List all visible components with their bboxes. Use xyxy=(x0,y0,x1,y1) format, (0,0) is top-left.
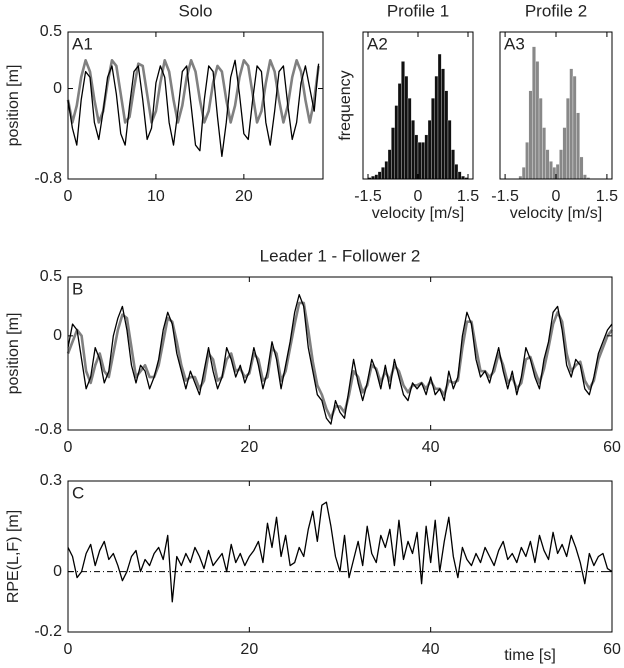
y-axis-label: position [m] xyxy=(5,65,22,147)
histogram-bar xyxy=(555,164,560,180)
histogram-bar xyxy=(532,46,536,180)
x-tick-label: 40 xyxy=(422,641,440,658)
y-tick-label: 0 xyxy=(53,80,62,97)
histogram-bar xyxy=(457,171,462,180)
histogram-bar xyxy=(404,75,409,180)
chart-title: Profile 1 xyxy=(387,1,449,20)
histogram-bar xyxy=(572,75,577,180)
y-axis-label: RPE(L,F) [m] xyxy=(5,510,22,603)
histogram-bar xyxy=(437,53,442,180)
data-line xyxy=(67,59,320,158)
histogram-bar xyxy=(424,134,429,180)
chart-title: Leader 1 - Follower 2 xyxy=(260,246,421,265)
histogram-bar xyxy=(528,90,533,180)
histogram-bar xyxy=(562,127,567,180)
data-line xyxy=(66,301,614,420)
x-tick-label: 1.5 xyxy=(596,188,618,205)
histogram-bar xyxy=(583,174,587,180)
panel-label: A2 xyxy=(367,34,388,53)
histogram-bar xyxy=(421,142,425,180)
histogram-bar xyxy=(434,75,439,180)
histogram-bar xyxy=(407,98,412,180)
histogram-bar xyxy=(447,120,452,180)
histogram-bar xyxy=(397,83,402,180)
x-tick-label: 20 xyxy=(240,641,258,658)
x-tick-label: 60 xyxy=(603,439,621,456)
histogram-bar xyxy=(417,142,422,180)
y-tick-label: 0 xyxy=(53,563,62,580)
y-tick-label: 0.5 xyxy=(40,23,62,40)
histogram-bar xyxy=(414,134,419,180)
histogram-bar xyxy=(542,127,546,180)
plot-frame xyxy=(67,480,613,633)
chart-title: Profile 2 xyxy=(525,1,587,20)
plot-frame xyxy=(499,31,613,180)
y-tick-label: 0.3 xyxy=(40,472,62,489)
histogram-bar xyxy=(374,174,379,180)
histogram-bar xyxy=(401,61,405,180)
histogram-bar xyxy=(576,112,580,180)
histogram-bar xyxy=(444,90,449,180)
x-tick-label: 40 xyxy=(422,439,440,456)
histogram-bar xyxy=(441,68,445,180)
x-axis-label: velocity [m/s] xyxy=(372,205,464,222)
x-axis-label: time [s] xyxy=(504,647,556,664)
x-tick-label: 60 xyxy=(603,641,621,658)
x-axis-label: velocity [m/s] xyxy=(510,205,602,222)
y-axis-label: frequency xyxy=(337,70,354,140)
histogram-bar xyxy=(454,164,459,180)
data-line xyxy=(67,501,613,603)
chart-title: Solo xyxy=(178,1,212,20)
histogram-bar xyxy=(521,167,526,180)
histogram-bar xyxy=(431,98,435,180)
panel-label: C xyxy=(72,483,84,502)
data-line xyxy=(67,293,613,425)
histogram-bar xyxy=(451,149,455,180)
x-tick-label: 0 xyxy=(64,188,73,205)
histogram-bar xyxy=(549,161,553,180)
x-tick-label: 20 xyxy=(240,439,258,456)
x-tick-label: 10 xyxy=(147,188,165,205)
y-tick-label: -0.2 xyxy=(34,623,62,640)
x-tick-label: 0 xyxy=(414,188,423,205)
panel-label: B xyxy=(72,279,83,298)
x-tick-label: -1.5 xyxy=(354,188,382,205)
histogram-bar xyxy=(384,161,389,180)
y-axis-label: position [m] xyxy=(5,313,22,395)
histogram-bar xyxy=(391,127,395,180)
histogram-bar xyxy=(387,149,392,180)
x-tick-label: 0 xyxy=(552,188,561,205)
plot-frame xyxy=(67,276,613,431)
histogram-bar xyxy=(381,167,385,180)
x-tick-label: 1.5 xyxy=(457,188,479,205)
histogram-bar xyxy=(545,149,550,180)
panel-label: A1 xyxy=(72,34,93,53)
histogram-bar xyxy=(538,98,543,180)
y-tick-label: 0 xyxy=(53,327,62,344)
histogram-bar xyxy=(579,156,584,180)
histogram-bar xyxy=(535,61,540,180)
histogram-bar xyxy=(411,120,415,180)
panel-label: A3 xyxy=(504,34,525,53)
histogram-bar xyxy=(566,98,570,180)
histogram-bar xyxy=(377,171,382,180)
histogram-bar xyxy=(394,105,399,180)
y-tick-label: -0.8 xyxy=(34,170,62,187)
x-tick-label: -1.5 xyxy=(491,188,519,205)
histogram-bar xyxy=(569,68,574,180)
histogram-bar xyxy=(552,167,557,180)
x-tick-label: 0 xyxy=(64,641,73,658)
y-tick-label: -0.8 xyxy=(34,421,62,438)
x-tick-label: 20 xyxy=(235,188,253,205)
histogram-bar xyxy=(525,142,529,180)
plot-frame xyxy=(67,31,324,180)
histogram-bar xyxy=(427,120,432,180)
histogram-bar xyxy=(559,149,563,180)
x-tick-label: 0 xyxy=(64,439,73,456)
y-tick-label: 0.5 xyxy=(40,268,62,285)
